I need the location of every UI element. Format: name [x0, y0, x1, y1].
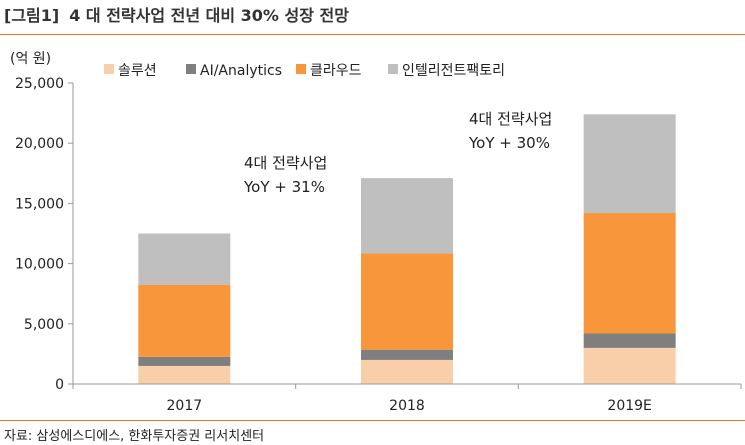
x-tick-label: 2017 — [167, 398, 203, 414]
annotation-text: YoY + 30% — [468, 134, 550, 152]
bar-segment — [138, 365, 231, 384]
y-tick-label: 0 — [55, 377, 64, 393]
annotation-text: 4대 전략사업 — [244, 154, 327, 172]
legend-label: AI/Analytics — [200, 63, 282, 79]
bar-segment — [361, 359, 453, 384]
annotation-text: YoY + 31% — [243, 178, 325, 196]
legend-swatch — [186, 64, 196, 74]
legend-label: 클라우드 — [310, 63, 362, 79]
x-axis: 2017 2018 2019E — [72, 383, 742, 414]
bar-segment — [583, 213, 676, 334]
figure-title: [그림1] 4 대 전략사업 전년 대비 30% 성장 전망 — [4, 2, 349, 26]
source-divider — [0, 420, 745, 421]
x-tick-label: 2018 — [389, 398, 425, 414]
bar-segment — [361, 349, 453, 360]
source-note: 자료: 삼성에스디에스, 한화투자증권 리서치센터 — [4, 429, 265, 444]
bar-segment — [361, 178, 453, 254]
bar-segment — [583, 333, 676, 348]
bar-segment — [138, 233, 231, 285]
bars — [138, 114, 676, 384]
y-unit-label: (억 원) — [10, 51, 51, 67]
y-tick-label: 10,000 — [15, 257, 64, 273]
legend-swatch — [296, 64, 306, 74]
bar-segment — [361, 253, 453, 350]
bar-segment — [138, 356, 231, 366]
y-tick-label: 20,000 — [15, 136, 64, 152]
y-axis: 0 5,000 10,000 15,000 20,000 25,000 — [15, 76, 74, 393]
legend: 솔루션 AI/Analytics 클라우드 인텔리전트팩토리 — [104, 63, 505, 79]
bar-segment — [583, 114, 676, 214]
x-tick-label: 2019E — [607, 398, 651, 414]
bar-segment — [583, 347, 676, 384]
legend-swatch — [104, 64, 114, 74]
figure-title-text: 4 대 전략사업 전년 대비 30% 성장 전망 — [69, 6, 349, 25]
legend-label: 인텔리전트팩토리 — [402, 63, 505, 79]
annotations: 4대 전략사업 YoY + 31% 4대 전략사업 YoY + 30% — [243, 110, 552, 196]
stacked-bar-chart: (억 원) 솔루션 AI/Analytics 클라우드 인텔리전트팩토리 0 5,000… — [10, 51, 742, 414]
bar-segment — [138, 284, 231, 357]
y-tick-label: 25,000 — [15, 76, 64, 92]
legend-swatch — [388, 64, 398, 74]
title-divider — [0, 34, 745, 35]
y-tick-label: 15,000 — [15, 196, 64, 212]
y-tick-label: 5,000 — [24, 317, 64, 333]
legend-label: 솔루션 — [118, 63, 157, 79]
annotation-text: 4대 전략사업 — [469, 110, 552, 128]
figure-tag: [그림1] — [4, 6, 60, 25]
